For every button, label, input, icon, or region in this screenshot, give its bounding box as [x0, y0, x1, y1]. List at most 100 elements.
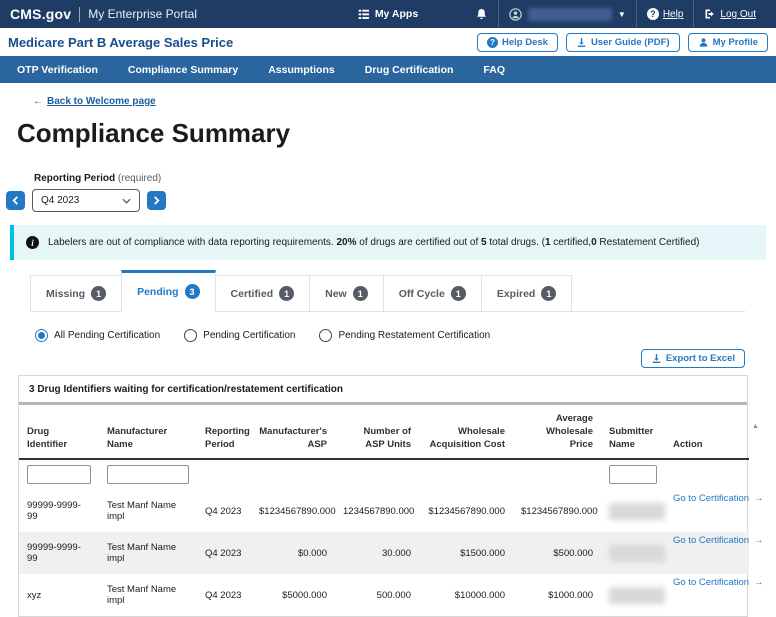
radio-all-pending-certification[interactable]: All Pending Certification [35, 329, 160, 342]
go-to-certification-link[interactable]: Go to Certification → [673, 493, 764, 504]
tab-off-cycle[interactable]: Off Cycle 1 [383, 275, 482, 311]
cell-submitter-name [601, 490, 665, 532]
export-to-excel-button[interactable]: Export to Excel [641, 349, 745, 368]
my-profile-button[interactable]: My Profile [688, 33, 768, 52]
top-bar: CMS.gov My Enterprise Portal My Apps ▼ ?… [0, 0, 776, 28]
cell-reporting-period: Q4 2023 [197, 490, 251, 532]
table-row: 99999-9999-99 Test Manf Name impl Q4 202… [19, 490, 749, 532]
col-manufacturers-asp: Manufacturer's ASP [251, 405, 335, 459]
nav-otp-verification[interactable]: OTP Verification [2, 64, 113, 76]
radio-pending-restatement-certification[interactable]: Pending Restatement Certification [319, 329, 490, 342]
export-to-excel-label: Export to Excel [666, 353, 735, 364]
col-submitter-name: Submitter Name [601, 405, 665, 459]
previous-period-button[interactable] [6, 191, 25, 210]
tab-expired-label: Expired [497, 288, 536, 300]
my-apps-icon [358, 9, 370, 20]
submitter-name-redacted [609, 587, 665, 604]
cell-drug-identifier: 99999-9999-99 [19, 532, 99, 574]
user-guide-label: User Guide (PDF) [591, 37, 670, 48]
col-reporting-period: Reporting Period [197, 405, 251, 459]
tab-certified[interactable]: Certified 1 [215, 275, 311, 311]
back-link-label: Back to Welcome page [47, 96, 156, 107]
reporting-period-select[interactable]: Q4 2023 [32, 189, 140, 212]
cell-submitter-name [601, 574, 665, 616]
cell-awp: $1000.000 [513, 574, 601, 616]
reporting-period-controls: Q4 2023 [6, 189, 776, 212]
page-title: Compliance Summary [17, 118, 776, 149]
title-bar: Medicare Part B Average Sales Price ? He… [0, 28, 776, 56]
logout-link[interactable]: Log Out [720, 9, 756, 20]
tab-missing[interactable]: Missing 1 [30, 275, 122, 311]
radio-label: All Pending Certification [54, 330, 160, 341]
cell-wac: $1234567890.000 [419, 490, 513, 532]
download-icon [576, 37, 587, 48]
manufacturer-name-filter-input[interactable] [107, 465, 189, 484]
reporting-period-section: Reporting Period (required) Q4 2023 [34, 173, 776, 212]
radio-label: Pending Certification [203, 330, 295, 341]
radio-label: Pending Restatement Certification [338, 330, 490, 341]
notifications-button[interactable] [465, 0, 498, 28]
arrow-right-icon: → [754, 535, 764, 546]
tab-expired[interactable]: Expired 1 [481, 275, 573, 311]
col-manufacturer-name: Manufacturer Name [99, 405, 197, 459]
alert-text: Labelers are out of compliance with data… [48, 237, 699, 248]
tab-expired-badge: 1 [541, 286, 556, 301]
help-desk-button[interactable]: ? Help Desk [477, 33, 558, 52]
back-to-welcome-link[interactable]: ← Back to Welcome page [33, 96, 156, 107]
titlebar-buttons: ? Help Desk User Guide (PDF) My Profile [477, 33, 768, 52]
tab-certified-badge: 1 [279, 286, 294, 301]
select-chevron-down-icon [122, 198, 131, 204]
cms-gov-logo[interactable]: CMS.gov [10, 6, 71, 22]
table-scrollbar-up-arrow[interactable]: ▲ [752, 423, 759, 430]
cell-action: Go to Certification → [665, 490, 749, 532]
nav-assumptions[interactable]: Assumptions [253, 64, 350, 76]
col-wholesale-acquisition-cost: Wholesale Acquisition Cost [419, 405, 513, 459]
user-guide-button[interactable]: User Guide (PDF) [566, 33, 680, 52]
cell-asp-units: 30.000 [335, 532, 419, 574]
radio-icon [184, 329, 197, 342]
nav-drug-certification[interactable]: Drug Certification [350, 64, 469, 76]
tab-pending[interactable]: Pending 3 [121, 270, 215, 312]
logout-section[interactable]: Log Out [693, 0, 766, 28]
bell-icon [475, 8, 488, 21]
user-menu[interactable]: ▼ [498, 0, 636, 28]
cell-action: Go to Certification → [665, 532, 749, 574]
my-apps-button[interactable]: My Apps [358, 8, 418, 20]
go-to-certification-label: Go to Certification [673, 535, 749, 546]
cell-manufacturer-name: Test Manf Name impl [99, 490, 197, 532]
alert-seg: total drugs. ( [487, 237, 545, 248]
alert-seg: Labelers are out of compliance with data… [48, 237, 337, 248]
user-avatar-icon [509, 8, 522, 21]
person-icon [698, 37, 709, 48]
submitter-name-filter-input[interactable] [609, 465, 657, 484]
go-to-certification-link[interactable]: Go to Certification → [673, 577, 764, 588]
pending-certification-table: 3 Drug Identifiers waiting for certifica… [18, 375, 748, 617]
nav-compliance-summary[interactable]: Compliance Summary [113, 64, 253, 76]
chevron-down-icon: ▼ [618, 10, 626, 19]
logout-icon [704, 8, 716, 20]
radio-pending-certification[interactable]: Pending Certification [184, 329, 295, 342]
my-apps-label: My Apps [375, 8, 418, 20]
tab-new-label: New [325, 288, 347, 300]
col-average-wholesale-price: Average Wholesale Price [513, 405, 601, 459]
go-to-certification-label: Go to Certification [673, 493, 749, 504]
reporting-period-required: (required) [118, 173, 161, 184]
info-icon: i [26, 236, 39, 249]
arrow-right-icon: → [754, 577, 764, 588]
cell-asp-units: 1234567890.000 [335, 490, 419, 532]
cell-reporting-period: Q4 2023 [197, 574, 251, 616]
submitter-name-redacted [609, 545, 665, 562]
drug-identifier-filter-input[interactable] [27, 465, 91, 484]
go-to-certification-link[interactable]: Go to Certification → [673, 535, 764, 546]
nav-faq[interactable]: FAQ [468, 64, 520, 76]
cell-asp-units: 500.000 [335, 574, 419, 616]
cell-manufacturer-name: Test Manf Name impl [99, 574, 197, 616]
download-icon [651, 353, 662, 364]
radio-icon [35, 329, 48, 342]
tab-new[interactable]: New 1 [309, 275, 384, 311]
help-desk-icon: ? [487, 37, 498, 48]
help-menu[interactable]: ? Help [636, 0, 694, 28]
next-period-button[interactable] [147, 191, 166, 210]
cell-manufacturers-asp: $1234567890.000 [251, 490, 335, 532]
help-link[interactable]: Help [663, 9, 684, 20]
